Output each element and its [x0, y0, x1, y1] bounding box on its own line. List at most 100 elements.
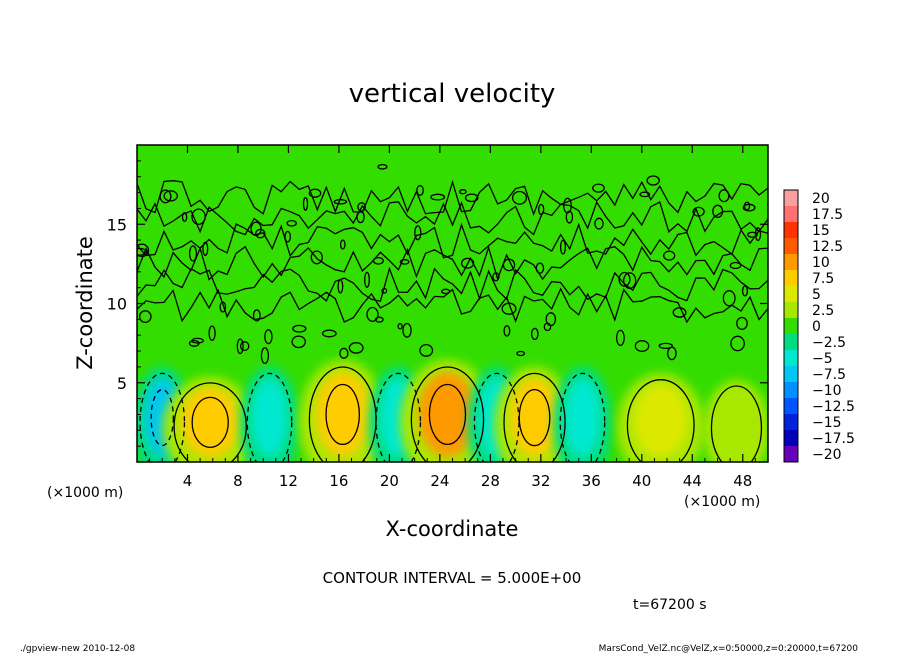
small-contour-loop	[310, 250, 323, 265]
colorbar-segment	[784, 270, 798, 287]
colorbar-segment	[784, 190, 798, 207]
velocity-cells	[137, 359, 768, 462]
x-tick-label: 44	[683, 472, 702, 490]
cell-contour	[626, 379, 695, 462]
small-contour-loop	[202, 241, 209, 256]
velocity-cell	[180, 387, 240, 458]
small-contour-loop	[372, 256, 384, 265]
colorbar-label: −17.5	[812, 431, 855, 447]
small-contour-loop	[658, 342, 674, 350]
small-contour-loop	[291, 335, 306, 349]
cell-contour-inner	[518, 389, 551, 447]
small-contour-loop	[419, 343, 434, 357]
y-axis-ticks: 5 10 15	[107, 160, 768, 447]
small-contour-loop	[730, 335, 745, 352]
velocity-cell	[633, 384, 688, 458]
small-contour-loop	[530, 327, 539, 341]
small-contour-loop	[364, 271, 370, 288]
small-contour-loop	[741, 285, 749, 297]
small-contour-loop	[736, 316, 748, 330]
small-contour-loop	[459, 189, 467, 195]
x-unit-left: (×1000 m)	[47, 485, 123, 501]
colorbar-frame	[783, 189, 799, 463]
colorbar-segment	[784, 254, 798, 271]
cell-contour-inner	[325, 383, 361, 446]
small-contour-loop	[718, 189, 730, 203]
small-contour-loop	[402, 322, 412, 338]
cell-contour	[559, 372, 606, 462]
small-contour-loop	[308, 188, 322, 198]
small-contour-loop	[414, 225, 422, 241]
y-axis-label: Z-coordinate	[73, 236, 97, 370]
small-contour-loop	[138, 310, 152, 324]
small-contour-loop	[663, 250, 676, 261]
colorbar-label: −20	[812, 447, 842, 463]
y-tick-label: 10	[107, 295, 127, 314]
colorbar-segment	[784, 366, 798, 383]
colorbar-segment	[784, 302, 798, 319]
velocity-cell	[716, 390, 757, 458]
small-contour-loop	[416, 184, 424, 196]
colorbar-label: 5	[812, 287, 821, 303]
small-contour-loop	[594, 217, 604, 230]
x-axis-label: X-coordinate	[386, 517, 519, 541]
velocity-cell	[564, 378, 601, 458]
small-contour-loop	[399, 259, 410, 265]
cell-contour-inner	[150, 389, 174, 447]
footer-right: MarsCond_VelZ.nc@VelZ,x=0:50000,z=0:2000…	[599, 644, 859, 654]
small-contour-loop	[492, 272, 500, 282]
small-contour-loop	[502, 258, 516, 272]
x-tick-label: 20	[380, 472, 399, 490]
time-text: t=67200 s	[633, 597, 707, 613]
small-contour-loop	[430, 193, 446, 201]
small-contour-loop	[191, 208, 206, 225]
small-contour-loop	[646, 175, 660, 186]
small-contour-loop	[292, 324, 307, 333]
small-contour-loop	[729, 261, 742, 270]
small-contour-loop	[618, 271, 631, 287]
velocity-cell	[417, 372, 477, 457]
colorbar-segment	[784, 334, 798, 351]
small-contour-loop	[284, 230, 292, 243]
x-tick-label: 40	[632, 472, 651, 490]
small-contour-loop	[219, 301, 227, 313]
small-contour-loop	[159, 189, 172, 204]
colorbar-label: −15	[812, 415, 842, 431]
colorbar-label: 12.5	[812, 239, 843, 255]
colorbar-label: 20	[812, 191, 830, 207]
colorbar-label: −7.5	[812, 367, 846, 383]
x-tick-label: 28	[481, 472, 500, 490]
noise-contour	[137, 245, 768, 281]
x-tick-label: 16	[329, 472, 348, 490]
small-contour-loop	[722, 290, 736, 307]
noise-contour	[137, 179, 768, 217]
small-contour-loop	[260, 347, 270, 365]
colorbar-segment	[784, 350, 798, 367]
cell-contour	[375, 372, 422, 462]
x-tick-label: 8	[233, 472, 243, 490]
x-tick-label: 32	[531, 472, 550, 490]
small-contour-loop	[302, 196, 309, 211]
colorbar-segment	[784, 222, 798, 239]
velocity-cell	[509, 378, 560, 458]
small-contour-loop	[503, 325, 511, 337]
colorbar-label: 10	[812, 255, 830, 271]
small-contour-loop	[255, 228, 266, 239]
small-contour-loop	[559, 239, 567, 255]
noise-contour	[137, 200, 768, 236]
colorbar-label: 7.5	[812, 271, 834, 287]
chart-title: vertical velocity	[349, 79, 556, 109]
small-contour-loop	[339, 239, 346, 250]
small-contour-loop	[250, 221, 262, 237]
colorbar-segment	[784, 414, 798, 431]
cell-contour	[173, 382, 247, 462]
colorbar-segment	[784, 286, 798, 303]
small-contour-loop	[747, 231, 758, 238]
small-contour-loop	[339, 347, 349, 359]
small-contour-loop	[356, 210, 365, 224]
small-contour-loop	[464, 193, 479, 203]
contour-interval-text: CONTOUR INTERVAL = 5.000E+00	[323, 569, 582, 587]
small-contour-loop	[615, 329, 625, 347]
small-contour-loop	[337, 279, 344, 294]
